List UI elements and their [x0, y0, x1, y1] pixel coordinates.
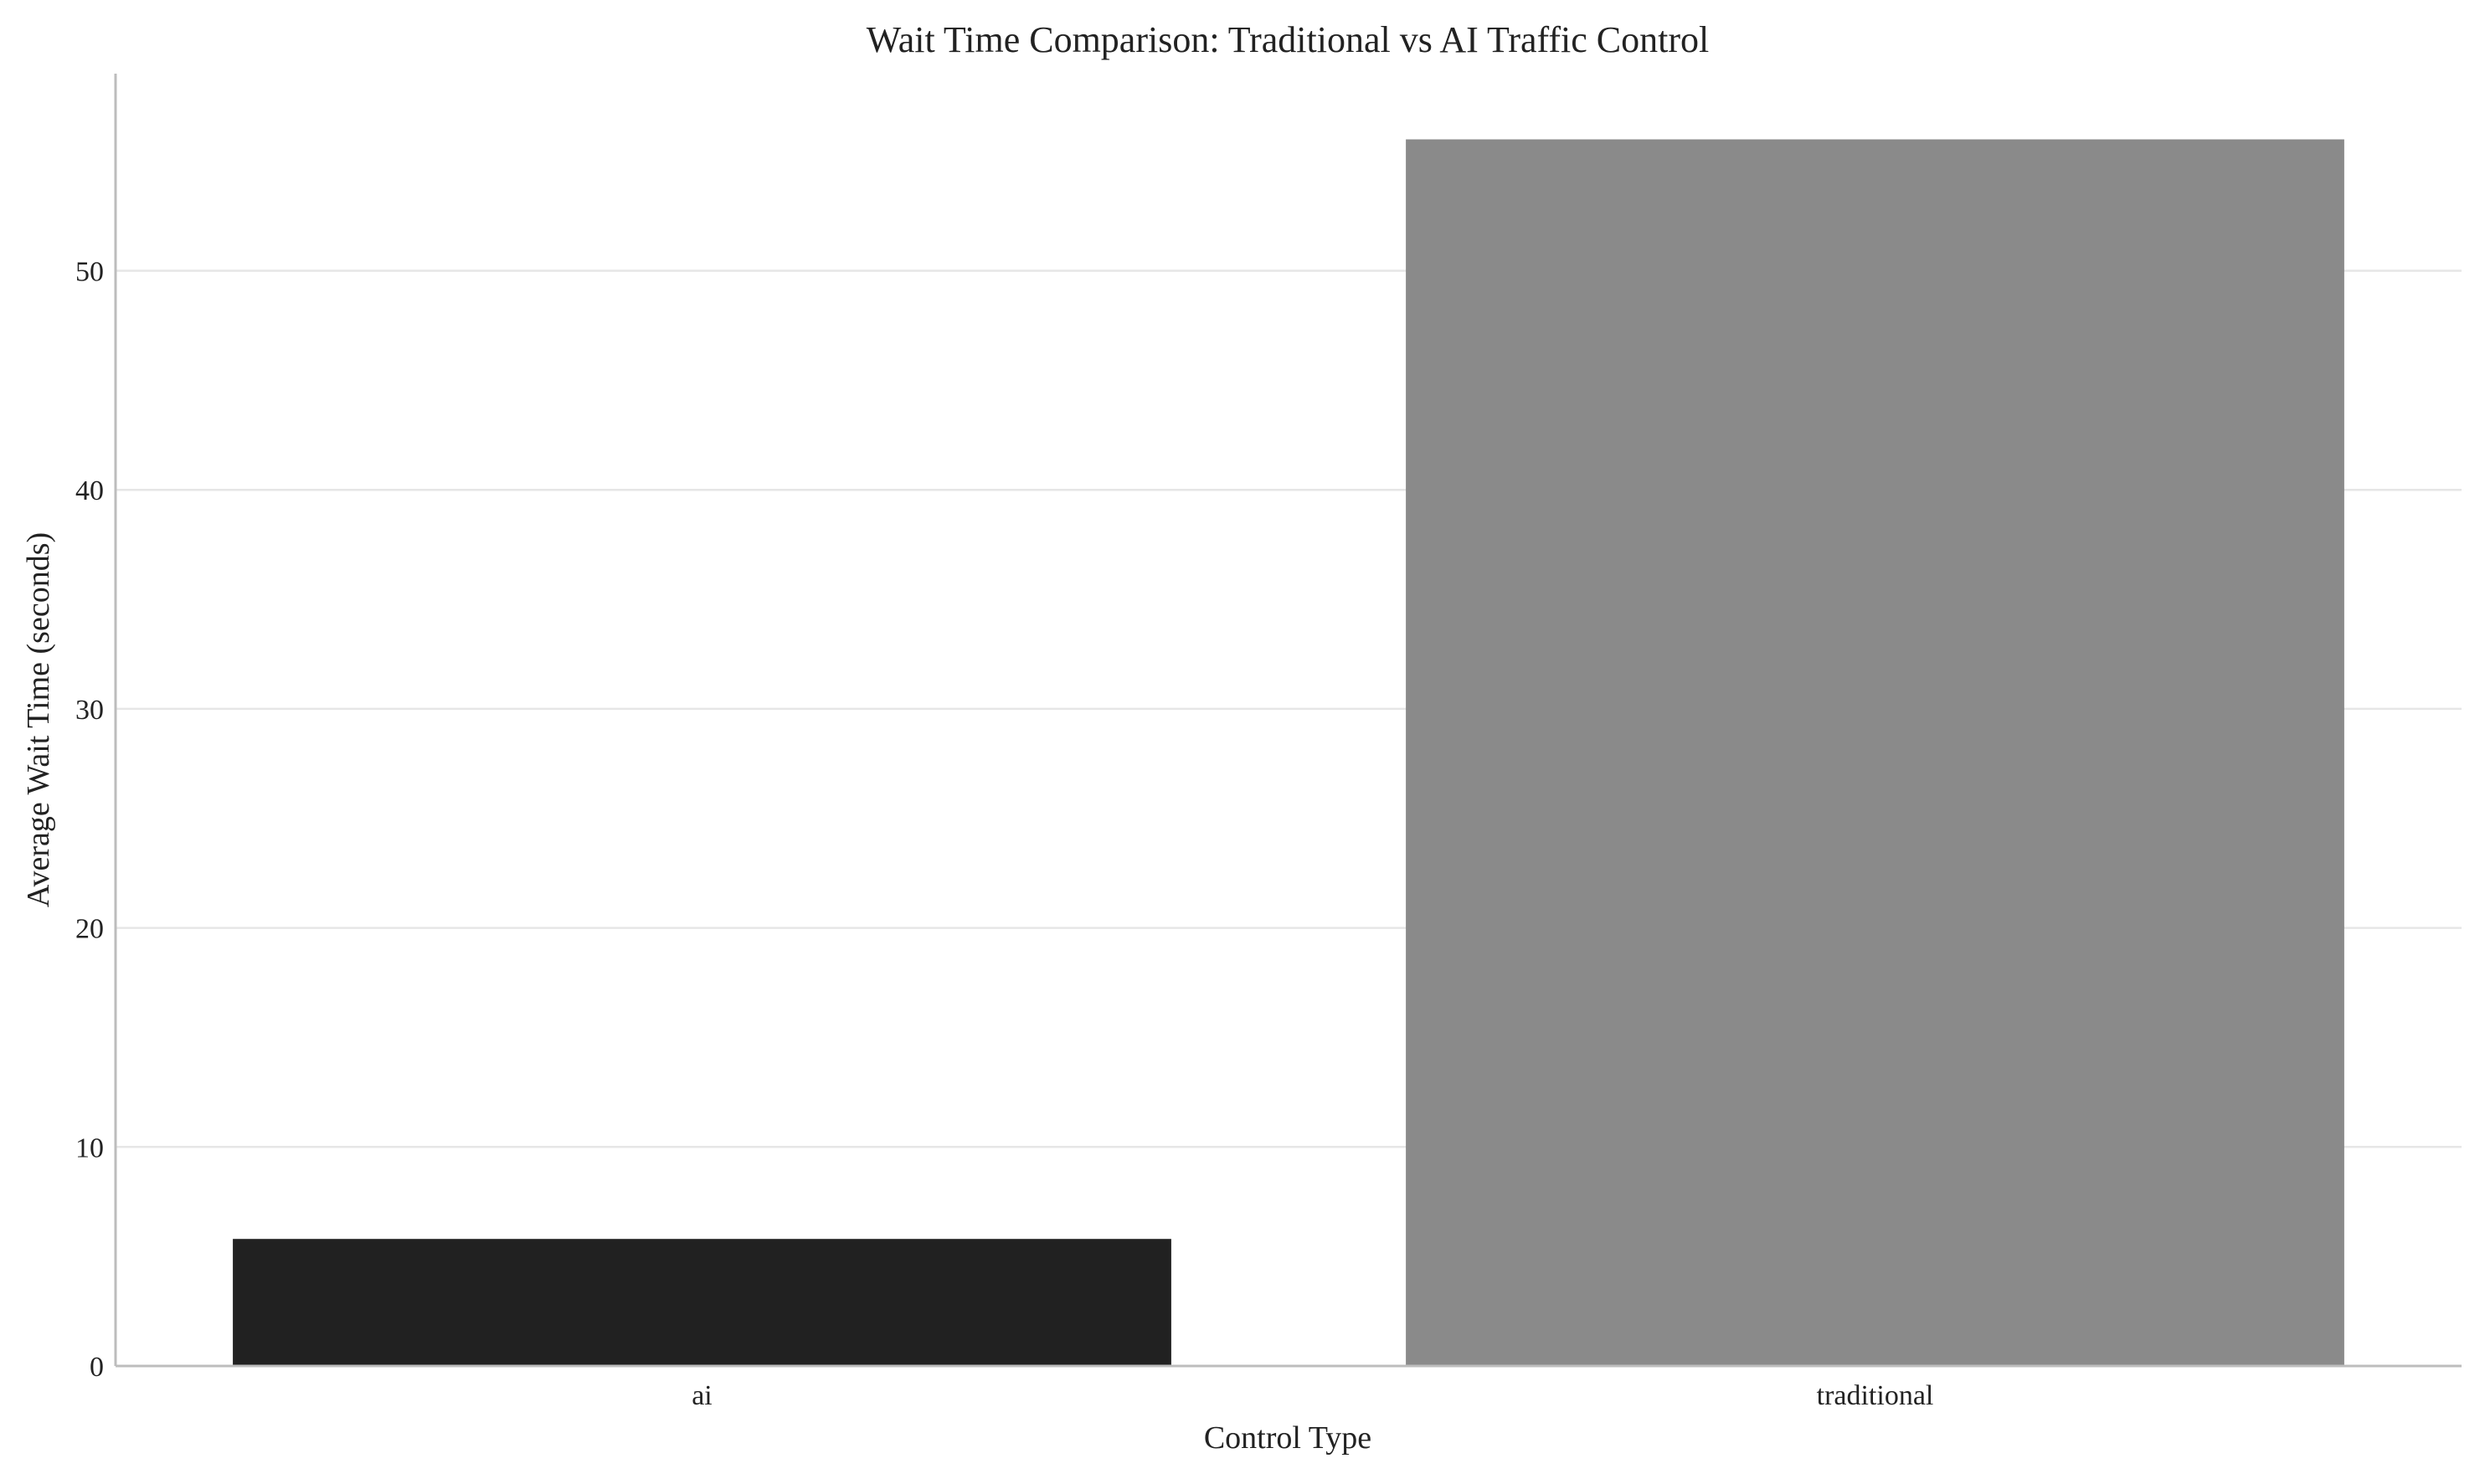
- x-tick-label: traditional: [1817, 1380, 1934, 1411]
- bar-ai: [233, 1239, 1171, 1366]
- y-axis-label: Average Wait Time (seconds): [21, 532, 56, 907]
- bars: [233, 139, 2344, 1367]
- y-tick-labels: 0 10 20 30 40 50: [75, 257, 104, 1383]
- y-tick-label: 10: [75, 1132, 104, 1163]
- x-axis-label: Control Type: [1204, 1420, 1371, 1456]
- chart-title: Wait Time Comparison: Traditional vs AI …: [867, 19, 1710, 60]
- y-tick-label: 50: [75, 257, 104, 288]
- axes: [114, 74, 2462, 1368]
- y-tick-label: 0: [90, 1352, 104, 1383]
- y-tick-label: 40: [75, 475, 104, 506]
- y-tick-label: 20: [75, 914, 104, 945]
- x-tick-labels: ai traditional: [692, 1380, 1933, 1411]
- x-tick-label: ai: [692, 1380, 713, 1411]
- y-tick-label: 30: [75, 695, 104, 726]
- bar-traditional: [1406, 139, 2344, 1367]
